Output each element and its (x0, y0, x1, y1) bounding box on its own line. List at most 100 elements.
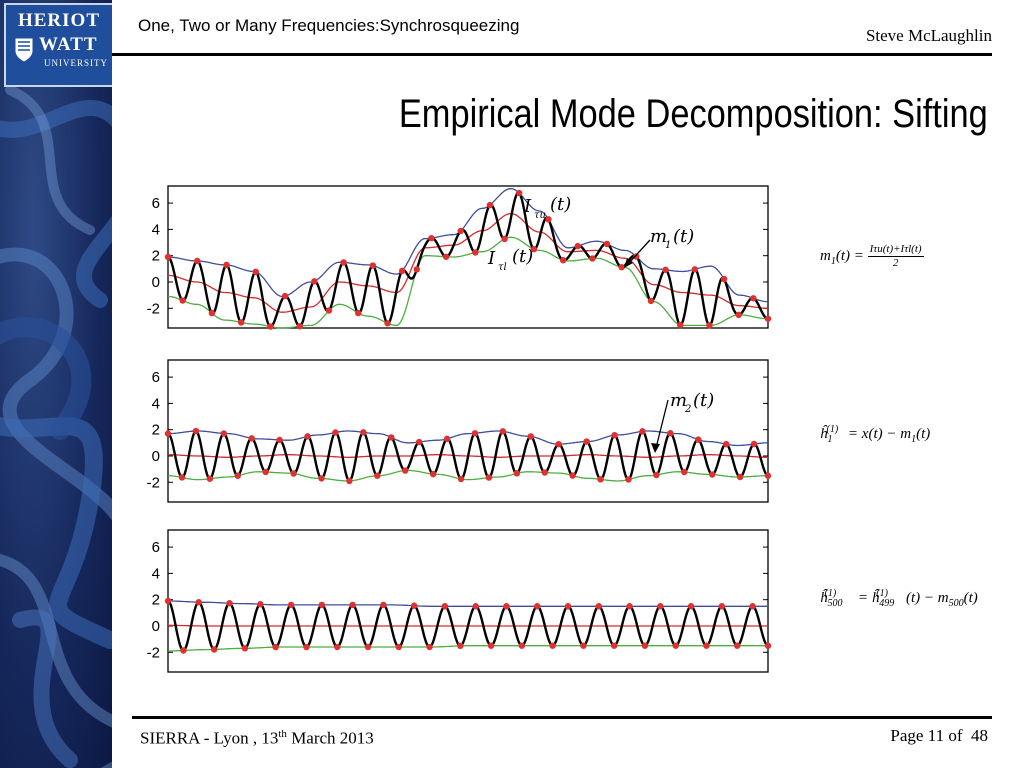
extremum-point (180, 647, 187, 654)
extremum-point (513, 470, 521, 477)
annotation-arrowhead (624, 258, 633, 268)
extremum-point (625, 476, 632, 483)
lower-envelope-label: I (487, 248, 496, 269)
extremum-point (610, 642, 618, 649)
extremum-point (653, 471, 660, 479)
extremum-point (272, 643, 279, 651)
upper-envelope-label: I (523, 196, 532, 217)
upper-envelope-line (168, 600, 768, 607)
mean-envelope-label: m (650, 226, 667, 247)
chart-panel-2: 6 4 2 0 -2 m 2 (t) (138, 356, 778, 506)
extremum-point (395, 643, 402, 651)
extremum-point (676, 321, 684, 329)
event-date: March 2013 (286, 728, 374, 748)
extremum-point (639, 428, 646, 435)
extremum-point (164, 253, 172, 261)
signal-line (167, 599, 769, 652)
extremum-point (549, 642, 556, 649)
formula-mean-envelope: m1(t) = Iτu(t)+Iτl(t) 2 (820, 243, 924, 270)
extremum-point (501, 235, 508, 243)
extremum-point (750, 440, 758, 448)
extremum-point (657, 603, 664, 610)
annotation-arrow (655, 399, 669, 449)
y-tick-label: 2 (152, 248, 160, 265)
extremum-point (226, 600, 233, 607)
mean-envelope-label-sub: 2 (684, 404, 691, 415)
extremum-point (457, 227, 464, 235)
extremum-point (457, 642, 464, 650)
y-tick-label: 2 (152, 592, 160, 609)
extremum-point (210, 646, 218, 653)
extremum-point (626, 603, 633, 610)
extremum-point (388, 434, 395, 441)
extremum-point (555, 440, 562, 448)
extremum-point (687, 603, 695, 610)
y-tick-label: 6 (152, 369, 160, 386)
extremum-point (708, 471, 716, 478)
plot-frame (167, 185, 769, 329)
extremum-point (318, 601, 326, 609)
extremum-point (281, 292, 289, 300)
extremum-point (178, 474, 186, 481)
formula-lhs: m1(t) = (820, 247, 864, 267)
crest-icon (14, 37, 34, 63)
extremum-point (303, 643, 310, 651)
extremum-point (332, 429, 339, 436)
extremum-point (325, 307, 333, 314)
footer-divider (132, 716, 992, 719)
extremum-point (195, 599, 202, 606)
extremum-point (442, 253, 450, 260)
extremum-point (735, 311, 742, 319)
extremum-point (402, 467, 409, 474)
extremum-point (691, 266, 699, 273)
chain-pattern-image (0, 85, 112, 768)
extremum-point (534, 603, 541, 610)
extremum-point (384, 320, 391, 327)
y-tick-label: 2 (152, 422, 160, 439)
y-tick-label: 0 (152, 618, 160, 635)
formula-h1: ĥ1(1) = x(t) − m1(t) (820, 424, 931, 445)
extremum-point (471, 430, 479, 437)
extremum-point (485, 474, 493, 481)
event-name: SIERRA - Lyon , 13 (140, 728, 279, 748)
page-total: 48 (971, 726, 988, 745)
mean-envelope-label-arg: (t) (673, 226, 694, 247)
extremum-point (695, 436, 702, 443)
extremum-point (318, 475, 325, 482)
extremum-point (426, 643, 433, 651)
y-tick-label: 6 (152, 195, 160, 212)
extremum-point (749, 603, 756, 610)
logo-line-3: UNIVERSITY (44, 58, 108, 68)
extremum-point (472, 249, 479, 256)
extremum-point (457, 475, 465, 483)
page-counter: Page 11 of 48 (890, 726, 988, 746)
extremum-point (304, 433, 311, 440)
extremum-point (486, 201, 494, 209)
sidebar-decoration: HERIOT WATT UNIVERSITY (0, 0, 112, 768)
extremum-point (220, 430, 228, 437)
extremum-point (429, 470, 437, 478)
extremum-point (681, 468, 688, 476)
extremum-point (206, 475, 214, 482)
extremum-point (487, 642, 495, 649)
extremum-point (334, 643, 341, 651)
extremum-point (194, 257, 201, 265)
y-tick-label: 4 (152, 221, 160, 238)
extremum-point (223, 261, 230, 269)
extremum-point (574, 242, 581, 250)
logo-line-2: WATT (39, 34, 98, 55)
extremum-point (764, 315, 772, 322)
extremum-point (248, 435, 255, 442)
annotation-arrowhead (651, 443, 660, 453)
extremum-point (611, 431, 618, 439)
extremum-point (764, 642, 772, 649)
y-tick-label: -2 (147, 474, 160, 491)
extremum-point (241, 645, 249, 652)
extremum-point (527, 433, 534, 440)
extremum-point (267, 323, 274, 330)
sifting-chart-3: 6 4 2 0 -2 (147, 529, 772, 673)
extremum-point (179, 297, 186, 304)
page-label: Page 11 of (890, 726, 963, 745)
author-name: Steve McLaughlin (865, 26, 992, 45)
